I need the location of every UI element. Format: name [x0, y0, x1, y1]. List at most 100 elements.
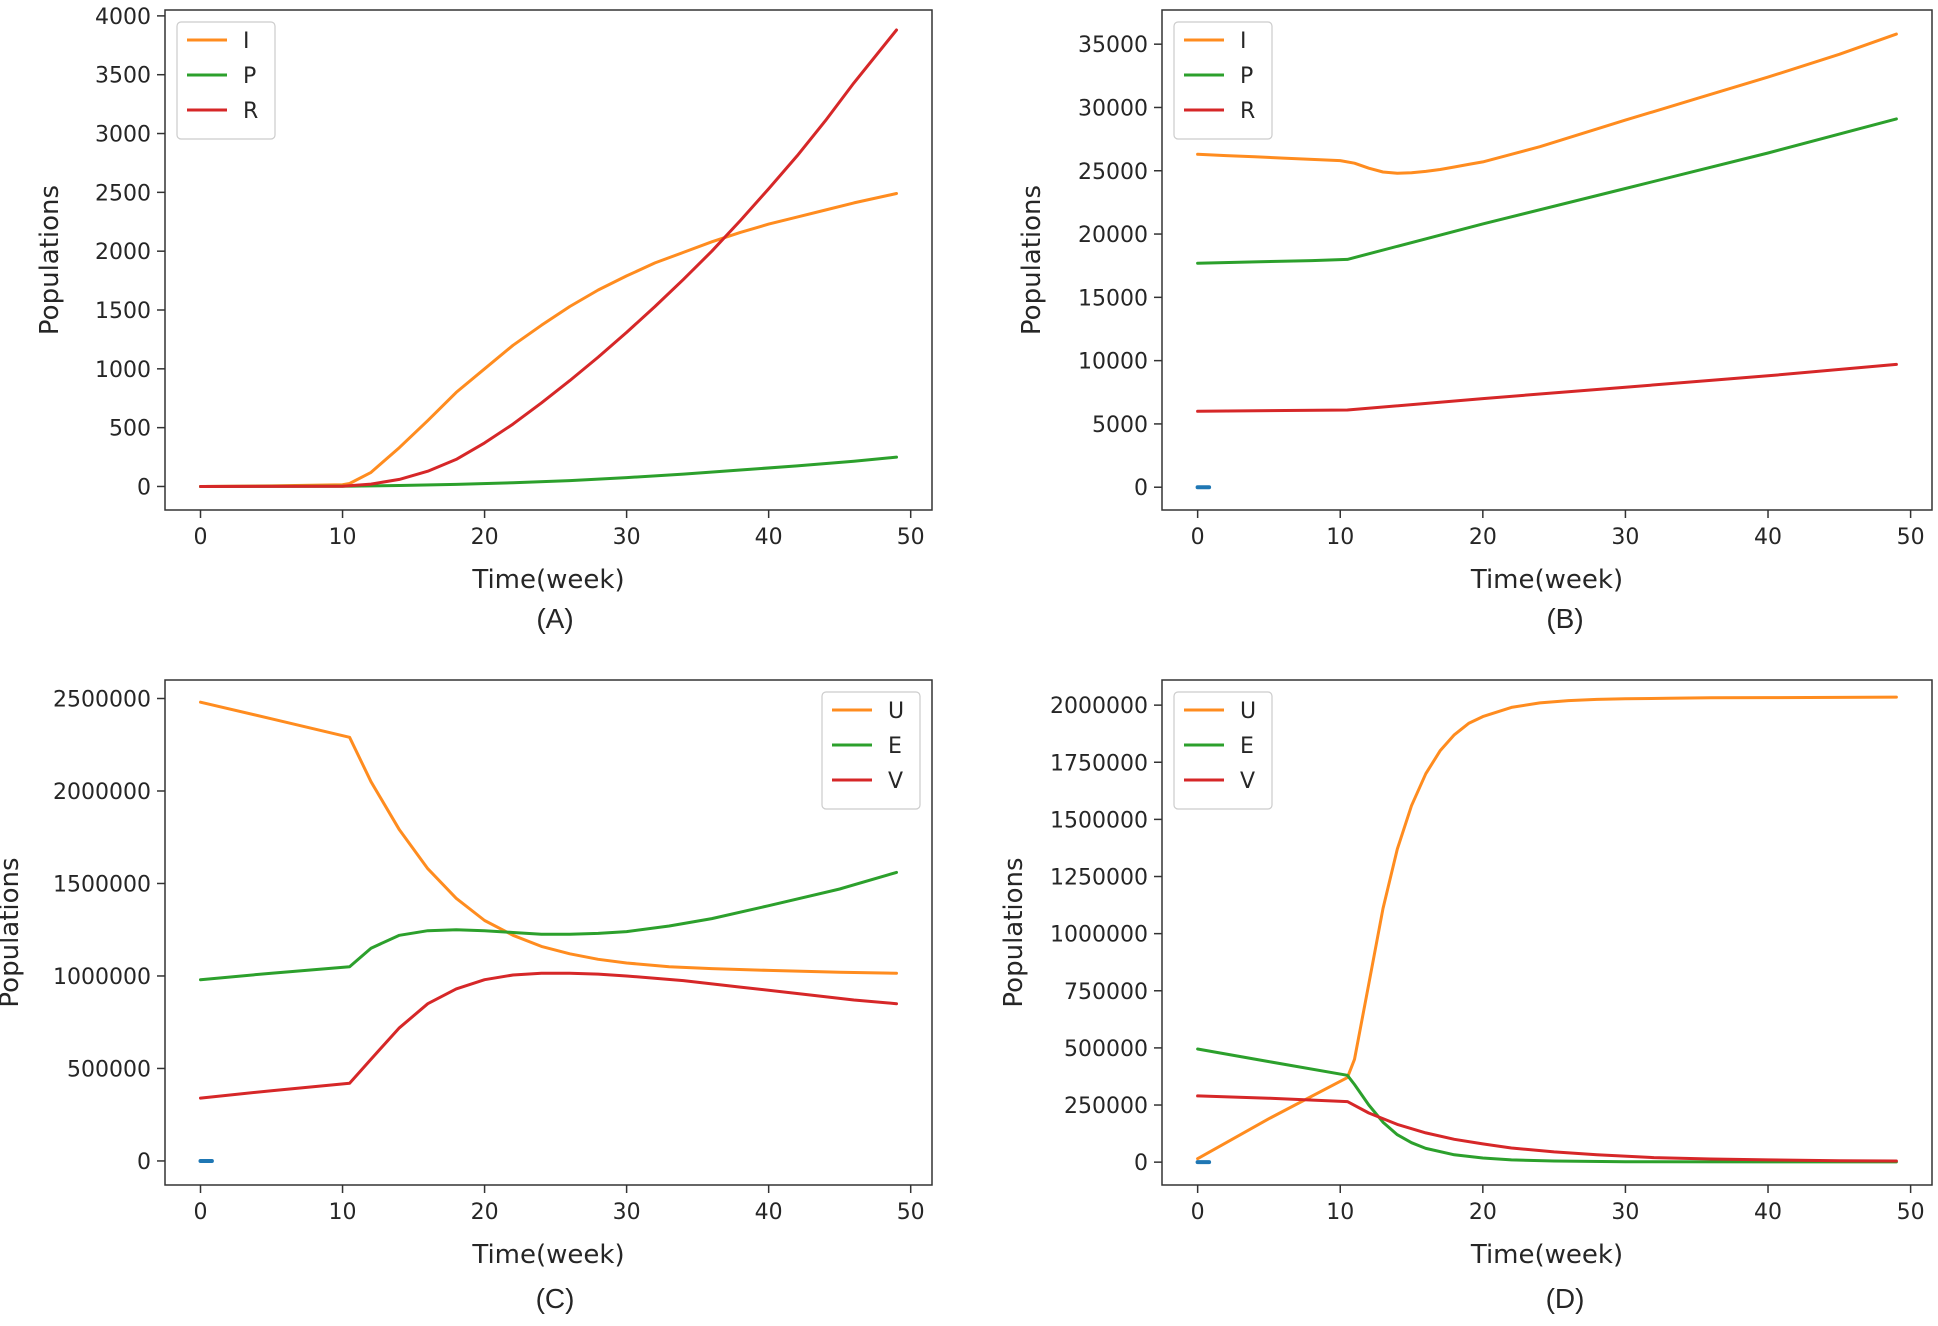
x-axis-label: Time(week)	[1470, 565, 1623, 595]
series-line-u	[199, 700, 898, 975]
x-tick-label: 40	[755, 525, 783, 550]
series-line-p	[199, 455, 898, 488]
x-tick-label: 0	[194, 525, 208, 550]
y-axis-label: Populations	[1017, 185, 1047, 335]
legend-label-i: I	[243, 29, 250, 54]
y-tick-label: 15000	[1078, 286, 1148, 311]
y-tick-label: 3000	[95, 123, 151, 148]
y-axis-label: Populations	[35, 185, 65, 335]
panel-caption: (B)	[1546, 603, 1583, 634]
x-tick-label: 0	[1191, 1200, 1205, 1225]
y-tick-label: 250000	[1064, 1094, 1148, 1119]
x-tick-label: 0	[1191, 525, 1205, 550]
legend-label-p: P	[243, 64, 256, 89]
y-tick-label: 0	[137, 475, 151, 500]
legend: UEV	[1173, 691, 1273, 810]
x-tick-label: 20	[1469, 1200, 1497, 1225]
x-axis-label: Time(week)	[471, 1240, 624, 1270]
x-tick-label: 50	[1897, 1200, 1925, 1225]
y-tick-label: 4000	[95, 5, 151, 30]
series-line-i	[1196, 32, 1898, 175]
y-tick-label: 1000000	[1050, 923, 1148, 948]
series-line-i	[199, 192, 898, 488]
x-tick-label: 20	[471, 525, 499, 550]
legend-label-u: U	[1240, 699, 1256, 724]
series-line-e	[1196, 1047, 1898, 1164]
x-tick-label: 10	[1326, 1200, 1354, 1225]
x-tick-label: 40	[755, 1200, 783, 1225]
x-tick-label: 40	[1754, 525, 1782, 550]
x-axis-label: Time(week)	[471, 565, 624, 595]
y-tick-label: 2000	[95, 240, 151, 265]
panel-caption: (D)	[1546, 1283, 1585, 1314]
axes-frame	[1161, 9, 1933, 511]
y-tick-label: 2500	[95, 181, 151, 206]
y-axis-label: Populations	[999, 857, 1029, 1007]
series-line-v	[1196, 1094, 1898, 1163]
y-tick-label: 1000	[95, 358, 151, 383]
y-tick-label: 10000	[1078, 350, 1148, 375]
panel-caption: (C)	[536, 1283, 575, 1314]
legend-label-v: V	[1240, 769, 1255, 794]
x-tick-label: 50	[1897, 525, 1925, 550]
x-tick-label: 10	[329, 525, 357, 550]
series-line-v	[199, 971, 898, 1100]
legend-label-v: V	[888, 769, 903, 794]
series-line-r	[199, 28, 898, 488]
x-tick-label: 10	[1326, 525, 1354, 550]
axes-frame	[164, 9, 933, 511]
x-tick-label: 0	[194, 1200, 208, 1225]
y-tick-label: 2000000	[53, 780, 151, 805]
y-tick-label: 0	[1134, 1151, 1148, 1176]
y-tick-label: 30000	[1078, 96, 1148, 121]
legend-label-u: U	[888, 699, 904, 724]
x-tick-label: 50	[897, 1200, 925, 1225]
y-tick-label: 20000	[1078, 223, 1148, 248]
x-axis-label: Time(week)	[1470, 1240, 1623, 1270]
x-tick-label: 30	[1611, 525, 1639, 550]
panel-b: 0 10 20 30 40 50 0 5000 10000 15000 20000 25000 3000…	[1017, 9, 1933, 634]
x-tick-label: 30	[613, 1200, 641, 1225]
x-tick-label: 20	[1469, 525, 1497, 550]
legend-label-p: P	[1240, 64, 1253, 89]
y-tick-label: 1500000	[53, 872, 151, 897]
y-tick-label: 500000	[1064, 1037, 1148, 1062]
legend-label-e: E	[888, 734, 902, 759]
y-tick-label: 3500	[95, 64, 151, 89]
legend: UEV	[821, 691, 921, 810]
y-tick-label: 1000000	[53, 965, 151, 990]
y-tick-label: 500	[109, 417, 151, 442]
series-line-r	[1196, 362, 1898, 413]
y-tick-label: 2500000	[53, 687, 151, 712]
y-tick-label: 25000	[1078, 160, 1148, 185]
x-tick-label: 10	[329, 1200, 357, 1225]
series-line-p	[1196, 117, 1898, 265]
series-line-e	[199, 870, 898, 982]
y-tick-label: 0	[1134, 476, 1148, 501]
y-tick-label: 2000000	[1050, 694, 1148, 719]
x-tick-label: 30	[613, 525, 641, 550]
legend-label-i: I	[1240, 29, 1247, 54]
legend-label-r: R	[1240, 99, 1255, 124]
axes-frame	[1161, 679, 1933, 1186]
legend-label-e: E	[1240, 734, 1254, 759]
y-tick-label: 750000	[1064, 980, 1148, 1005]
y-tick-label: 1750000	[1050, 751, 1148, 776]
y-tick-label: 1500	[95, 299, 151, 324]
legend: IPR	[1173, 21, 1273, 140]
legend-label-r: R	[243, 99, 258, 124]
x-tick-label: 40	[1754, 1200, 1782, 1225]
series-line-u	[1196, 695, 1898, 1161]
y-tick-label: 5000	[1092, 413, 1148, 438]
y-tick-label: 35000	[1078, 33, 1148, 58]
panel-caption: (A)	[536, 603, 573, 634]
panel-c: 0 10 20 30 40 50 0 500000 1000000 1500000 2000000 2…	[0, 679, 933, 1314]
y-tick-label: 1250000	[1050, 866, 1148, 891]
y-tick-label: 500000	[67, 1057, 151, 1082]
x-tick-label: 50	[897, 525, 925, 550]
panel-a: 0 10 20 30 40 5005001000150020002500300035004…	[35, 5, 933, 634]
y-tick-label: 1500000	[1050, 808, 1148, 833]
legend: IPR	[176, 21, 276, 140]
y-axis-label: Populations	[0, 857, 25, 1007]
axes-frame	[164, 679, 933, 1186]
